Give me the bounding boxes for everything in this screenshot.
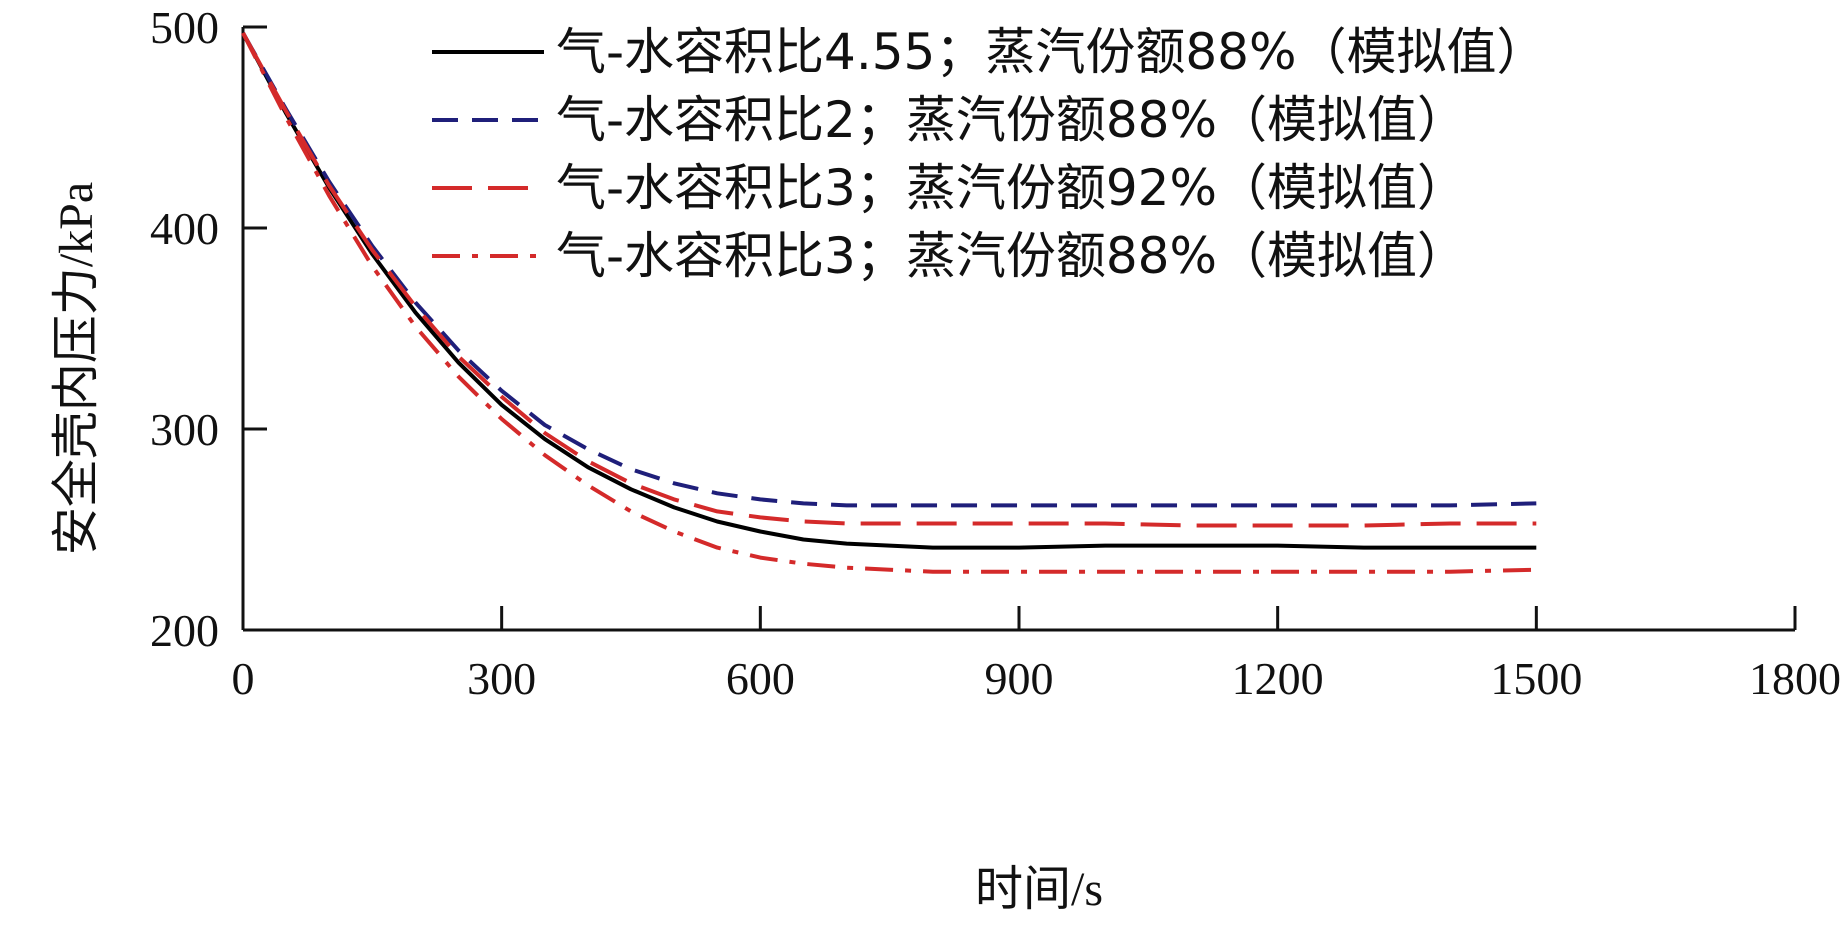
legend-label-3: 气-水容积比3；蒸汽份额92%（模拟值）: [556, 159, 1467, 217]
series-line-1: [241, 32, 1537, 550]
y-axis-title: 安全壳内压力/kPa: [50, 182, 103, 555]
x-tick-label: 900: [985, 653, 1054, 704]
x-tick-label: 0: [232, 653, 255, 704]
legend: 气-水容积比4.55；蒸汽份额88%（模拟值） 气-水容积比2；蒸汽份额88%（模…: [432, 23, 1547, 285]
x-tick-label: 1800: [1749, 653, 1841, 704]
series-line-2: [241, 32, 1537, 508]
ticks: 0 300 600 900 1200 1500 1800 200 300 400 500: [150, 2, 1841, 704]
x-tick-label: 300: [467, 653, 536, 704]
legend-label-1: 气-水容积比4.55；蒸汽份额88%（模拟值）: [556, 23, 1547, 81]
x-tick-label: 600: [726, 653, 795, 704]
x-tick-label: 1500: [1490, 653, 1582, 704]
legend-label-2: 气-水容积比2；蒸汽份额88%（模拟值）: [556, 91, 1467, 149]
series-line-3: [241, 32, 1537, 528]
y-tick-label: 200: [150, 605, 219, 656]
y-tick-label: 400: [150, 203, 219, 254]
legend-label-4: 气-水容积比3；蒸汽份额88%（模拟值）: [556, 227, 1467, 285]
y-tick-label: 300: [150, 404, 219, 455]
y-tick-label: 500: [150, 2, 219, 53]
plot-lines: [241, 32, 1537, 574]
x-axis-title: 时间/s: [975, 863, 1103, 916]
x-tick-label: 1200: [1232, 653, 1324, 704]
